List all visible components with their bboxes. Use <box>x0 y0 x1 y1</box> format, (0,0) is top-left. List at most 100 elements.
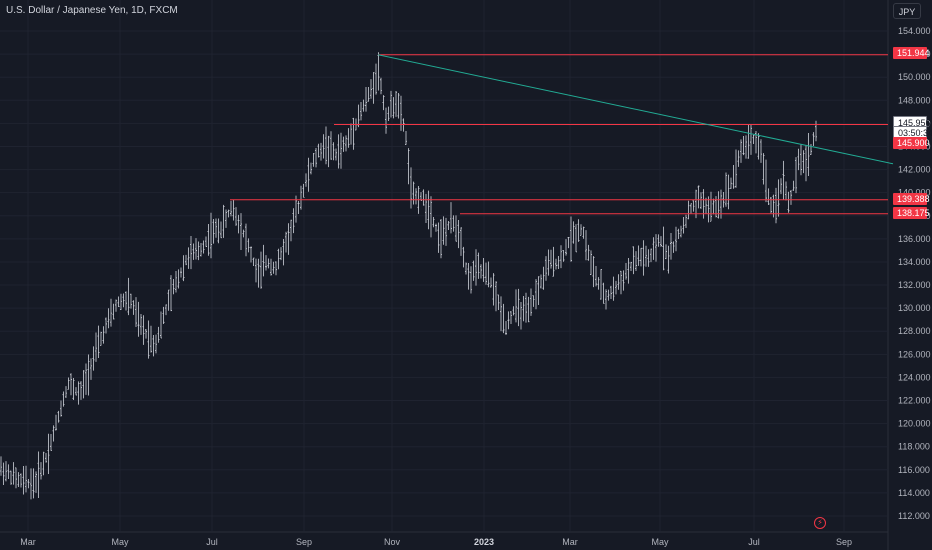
ohlc-bar <box>187 247 190 269</box>
ohlc-bar <box>102 326 105 344</box>
lightning-icon[interactable]: ⚡ <box>814 517 826 529</box>
ohlc-bar <box>775 187 777 224</box>
ohlc-bar <box>0 456 2 476</box>
y-tick-label: 124.000 <box>898 372 931 382</box>
ohlc-bar <box>497 294 500 310</box>
ohlc-bar <box>707 196 710 223</box>
ohlc-bar <box>670 233 672 260</box>
ohlc-bar <box>577 219 580 242</box>
ohlc-bar <box>760 139 762 163</box>
ohlc-bar <box>410 167 412 209</box>
ohlc-bar <box>547 249 550 276</box>
ohlc-bar <box>37 451 40 499</box>
ohlc-bar <box>697 185 700 209</box>
ohlc-bar <box>812 132 815 146</box>
ohlc-bar <box>622 270 625 291</box>
ohlc-bar <box>447 221 450 231</box>
ohlc-bar <box>525 292 527 323</box>
ohlc-bar <box>712 198 715 215</box>
ohlc-bar <box>570 216 572 262</box>
ohlc-bar <box>750 124 752 155</box>
ohlc-bar <box>332 142 335 161</box>
ohlc-bar <box>160 311 162 339</box>
ohlc-bar <box>500 296 502 332</box>
ohlc-bar <box>575 224 577 253</box>
x-tick-label: Jul <box>206 537 218 547</box>
x-tick-label: 2023 <box>474 537 494 547</box>
ohlc-bar <box>797 148 800 171</box>
ohlc-bar <box>585 230 587 261</box>
ohlc-bar <box>450 202 452 234</box>
ohlc-bar <box>85 363 87 395</box>
ohlc-bar <box>302 183 305 198</box>
ohlc-bar <box>245 223 247 257</box>
ohlc-bar <box>552 246 555 277</box>
ohlc-bar <box>107 308 110 329</box>
ohlc-bar <box>800 144 802 176</box>
ohlc-bar <box>380 77 382 95</box>
ohlc-bar <box>285 231 287 253</box>
x-tick-label: May <box>111 537 129 547</box>
ohlc-bar <box>645 245 647 267</box>
ohlc-bar <box>415 188 417 205</box>
ohlc-bar <box>242 229 245 238</box>
ohlc-bar <box>660 236 662 247</box>
ohlc-bar <box>367 86 370 102</box>
ohlc-bar <box>32 468 35 499</box>
ohlc-bar <box>735 149 737 188</box>
ohlc-bar <box>5 461 7 482</box>
ohlc-bar <box>337 134 340 169</box>
y-tick-label: 154.000 <box>898 26 931 36</box>
ohlc-bar <box>400 95 402 131</box>
x-tick-label: Nov <box>384 537 401 547</box>
ohlc-bar <box>807 132 810 176</box>
ohlc-bar <box>595 266 597 287</box>
ohlc-bar <box>257 258 260 288</box>
currency-button[interactable]: JPY <box>893 3 921 19</box>
ohlc-bar <box>180 267 182 278</box>
ohlc-bar <box>10 470 12 485</box>
ohlc-bar <box>300 185 302 210</box>
ohlc-bar <box>267 258 270 269</box>
ohlc-bar <box>20 473 22 488</box>
ohlc-bar <box>537 276 540 305</box>
ohlc-bar <box>247 238 250 253</box>
ohlc-bar <box>147 320 150 359</box>
ohlc-bar <box>687 200 690 220</box>
y-tick-label: 148.000 <box>898 95 931 105</box>
ohlc-bar <box>587 244 590 261</box>
ohlc-bar <box>730 177 732 189</box>
ohlc-bar <box>647 249 650 267</box>
ohlc-bar <box>792 180 795 191</box>
y-tick-label: 120.000 <box>898 419 931 429</box>
ohlc-bar <box>425 193 427 224</box>
ohlc-bar <box>50 434 52 451</box>
ohlc-bar <box>777 179 780 217</box>
ohlc-bar <box>452 215 455 232</box>
ohlc-bar <box>365 87 367 112</box>
ohlc-bar <box>137 301 140 337</box>
ohlc-bar <box>495 281 497 312</box>
ohlc-bar <box>230 200 232 217</box>
ohlc-bar <box>15 467 17 489</box>
y-tick-label: 114.000 <box>898 488 930 498</box>
trend-line[interactable] <box>377 54 894 165</box>
ohlc-bar <box>162 306 165 325</box>
x-tick-label: Sep <box>836 537 852 547</box>
ohlc-bar <box>95 332 97 362</box>
ohlc-bar <box>165 304 167 316</box>
ohlc-bar <box>352 117 355 150</box>
ohlc-bar <box>90 358 92 380</box>
ohlc-bar <box>592 256 595 288</box>
y-tick-label: 128.000 <box>898 326 931 336</box>
ohlc-bar <box>110 298 112 327</box>
ohlc-bar <box>635 251 637 271</box>
ohlc-bar <box>667 245 670 274</box>
ohlc-bar <box>320 142 322 161</box>
ohlc-bar <box>80 381 82 400</box>
ohlc-bar <box>787 191 790 213</box>
ohlc-bar <box>620 270 622 295</box>
ohlc-bar <box>212 218 215 244</box>
ohlc-bar <box>292 208 295 234</box>
